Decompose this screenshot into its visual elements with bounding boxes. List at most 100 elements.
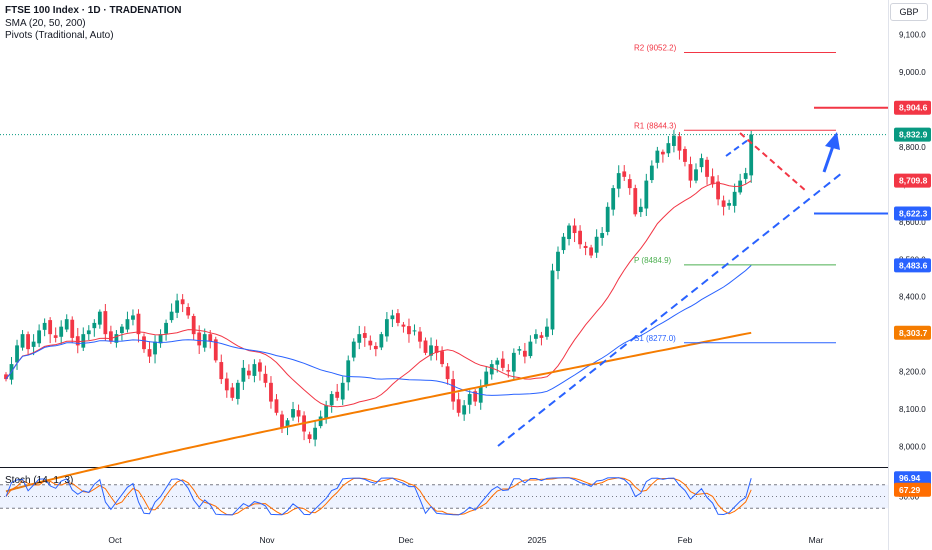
candle-body[interactable] (727, 203, 732, 206)
candle-body[interactable] (280, 414, 284, 428)
candle-body[interactable] (495, 360, 500, 365)
symbol-title[interactable]: FTSE 100 Index · 1D · TRADENATION (5, 5, 182, 16)
candle-body[interactable] (655, 150, 660, 163)
candle-body[interactable] (660, 151, 665, 155)
candle-body[interactable] (594, 236, 599, 253)
candle-body[interactable] (318, 416, 323, 427)
candle-body[interactable] (97, 311, 102, 325)
candle-body[interactable] (252, 364, 257, 376)
candle-body[interactable] (666, 143, 671, 154)
candle-body[interactable] (285, 420, 290, 428)
candle-body[interactable] (373, 345, 378, 350)
price-label-tag[interactable] (894, 127, 931, 142)
candle-body[interactable] (467, 394, 472, 405)
candle-body[interactable] (545, 326, 549, 337)
candle-body[interactable] (528, 341, 533, 357)
candle-body[interactable] (37, 330, 42, 344)
candle-body[interactable] (556, 251, 560, 272)
candle-body[interactable] (694, 169, 698, 181)
candle-body[interactable] (511, 352, 516, 372)
candle-body[interactable] (362, 333, 367, 338)
candle-body[interactable] (638, 206, 643, 213)
candle-body[interactable] (644, 180, 649, 209)
candle-body[interactable] (92, 322, 97, 329)
candle-body[interactable] (108, 331, 113, 342)
candle-body[interactable] (500, 358, 505, 368)
candle-body[interactable] (561, 236, 566, 251)
price-label-tag[interactable] (894, 206, 931, 221)
candle-body[interactable] (456, 399, 461, 413)
price-label-tag[interactable] (894, 258, 931, 273)
candle-body[interactable] (164, 322, 168, 334)
candle-body[interactable] (59, 326, 64, 337)
candle-body[interactable] (120, 326, 124, 334)
candle-body[interactable] (451, 379, 456, 402)
candle-body[interactable] (235, 382, 240, 399)
candle-body[interactable] (401, 324, 406, 327)
candle-body[interactable] (445, 366, 450, 380)
candle-body[interactable] (197, 332, 202, 346)
candle-body[interactable] (710, 176, 715, 185)
candle-body[interactable] (534, 334, 538, 339)
candle-body[interactable] (125, 319, 130, 330)
candle-body[interactable] (357, 334, 362, 343)
candle-body[interactable] (743, 173, 748, 179)
candle-body[interactable] (396, 313, 400, 323)
candle-body[interactable] (307, 434, 312, 440)
price-label-tag[interactable] (894, 100, 931, 115)
candle-body[interactable] (418, 331, 422, 342)
candle-body[interactable] (351, 341, 356, 358)
candle-body[interactable] (473, 391, 478, 402)
candle-body[interactable] (600, 233, 605, 238)
pivots-legend[interactable]: Pivots (Traditional, Auto) (5, 30, 114, 41)
candle-body[interactable] (605, 206, 610, 232)
candle-body[interactable] (407, 326, 411, 335)
candle-body[interactable] (131, 315, 135, 320)
candle-body[interactable] (506, 370, 511, 372)
rising-trendline[interactable] (497, 172, 843, 447)
candle-body[interactable] (484, 371, 489, 386)
candle-body[interactable] (42, 322, 47, 330)
candle-body[interactable] (169, 311, 174, 321)
candle-body[interactable] (324, 405, 329, 419)
candle-body[interactable] (368, 340, 373, 346)
candle-body[interactable] (274, 399, 279, 413)
price-label-tag[interactable] (894, 325, 931, 340)
candle-body[interactable] (616, 173, 621, 189)
candle-body[interactable] (219, 362, 224, 380)
candle-body[interactable] (142, 336, 146, 350)
candle-body[interactable] (103, 311, 108, 335)
price-label-tag[interactable] (894, 173, 931, 188)
candle-body[interactable] (677, 136, 682, 151)
arrow-shaft[interactable] (822, 145, 835, 173)
candle-body[interactable] (688, 164, 693, 181)
candle-body[interactable] (246, 370, 251, 376)
wedge-upper-line[interactable] (739, 132, 807, 192)
candle-body[interactable] (70, 319, 75, 338)
candle-body[interactable] (649, 165, 654, 181)
candle-body[interactable] (379, 334, 384, 348)
arrow-head-icon[interactable] (825, 132, 840, 150)
candle-body[interactable] (705, 159, 709, 177)
candle-body[interactable] (699, 158, 704, 168)
candle-body[interactable] (633, 188, 638, 215)
candle-body[interactable] (583, 245, 588, 249)
candle-body[interactable] (550, 270, 555, 330)
candle-body[interactable] (230, 387, 235, 398)
candle-body[interactable] (440, 351, 444, 365)
sma-legend[interactable]: SMA (20, 50, 200) (5, 17, 86, 29)
stoch-value-tag[interactable] (894, 471, 931, 486)
candle-body[interactable] (434, 345, 439, 353)
candle-body[interactable] (346, 360, 351, 383)
candle-body[interactable] (153, 341, 157, 355)
stoch-value-tag[interactable] (894, 482, 931, 497)
candle-body[interactable] (732, 191, 737, 206)
candle-body[interactable] (208, 334, 213, 342)
candle-body[interactable] (75, 336, 80, 346)
candle-body[interactable] (522, 350, 527, 357)
candle-body[interactable] (721, 200, 726, 207)
candle-body[interactable] (489, 364, 494, 375)
candle-body[interactable] (329, 394, 334, 406)
candle-body[interactable] (340, 382, 345, 400)
